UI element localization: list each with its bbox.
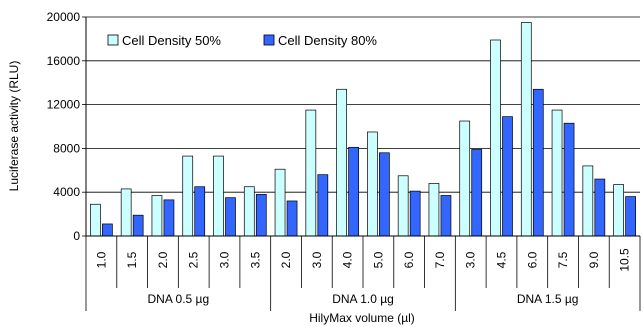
bar-series-1-8: [305, 109, 317, 237]
x-tick-label: 10.5: [618, 248, 632, 272]
bar-series-2-9: [348, 146, 359, 237]
bar-series-1-5: [213, 155, 224, 237]
bar-series-2-10: [379, 152, 390, 237]
y-tick-label: 0: [73, 229, 80, 243]
x-tick-label: 3.0: [464, 251, 478, 268]
bar-series-1-2: [120, 188, 132, 237]
bar-series-1-10: [367, 131, 378, 237]
x-tick-label: 3.0: [218, 251, 232, 268]
y-tick-label: 20000: [47, 10, 81, 24]
group-label: DNA 1.5 µg: [517, 292, 579, 306]
bar-series-2-2: [132, 214, 144, 237]
bar-series-1-4: [182, 155, 194, 237]
bar-series-2-16: [563, 122, 575, 237]
bar-series-2-13: [471, 149, 483, 237]
bar-series-1-7: [274, 168, 286, 237]
x-tick-label: 7.0: [433, 251, 447, 268]
bar-series-2-8: [317, 174, 329, 237]
y-tick-label: 8000: [53, 141, 80, 155]
x-tick-label: 2.5: [187, 251, 201, 268]
bar-series-1-18: [613, 184, 624, 237]
group-labels: DNA 0.5 µg DNA 1.0 µg DNA 1.5 µg: [148, 292, 579, 306]
x-tick-label: 1.0: [94, 251, 108, 268]
bar-series-2-7: [286, 200, 298, 237]
bar-series-1-16: [551, 109, 563, 237]
x-axis-title: HilyMax volume (µl): [309, 311, 415, 325]
bar-series-1-3: [151, 195, 163, 237]
bar-series-1-11: [397, 175, 409, 237]
bar-series-2-5: [225, 197, 236, 237]
bar-series-2-1: [102, 223, 113, 237]
y-axis-title: Luciferase activity (RLU): [7, 61, 21, 192]
axes: [82, 16, 641, 311]
x-tick-label: 5.0: [371, 251, 385, 268]
bar-series-2-15: [532, 88, 544, 237]
x-tick-label: 6.0: [402, 251, 416, 268]
group-label: DNA 1.0 µg: [332, 292, 394, 306]
x-tick-label: 4.5: [495, 251, 509, 268]
legend-label-series-1: Cell Density 50%: [122, 33, 221, 48]
bar-series-2-11: [409, 190, 421, 237]
bar-series-1-13: [459, 120, 471, 237]
legend-swatch-series-1: [107, 34, 119, 46]
y-tick-labels: 0 4000 8000 12000 16000 20000: [47, 10, 81, 243]
group-label: DNA 0.5 µg: [148, 292, 210, 306]
bar-series-2-6: [255, 194, 267, 237]
legend: Cell Density 50% Cell Density 80%: [107, 33, 377, 48]
x-tick-label: 2.0: [279, 251, 293, 268]
x-tick-label: 3.5: [248, 251, 262, 268]
bar-series-2-3: [163, 199, 175, 237]
x-tick-label: 2.0: [156, 251, 170, 268]
bar-series-1-9: [336, 88, 347, 237]
bar-series-2-12: [440, 195, 452, 237]
bar-series-2-17: [594, 178, 606, 237]
y-tick-label: 16000: [47, 54, 81, 68]
bar-series-1-12: [428, 183, 440, 237]
bar-series-2-14: [502, 116, 513, 237]
x-tick-labels: 1.0 1.5 2.0 2.5 3.0 3.5 2.0 3.0 4.0 5.0 6.0 7.0 3.0 4…: [94, 248, 631, 272]
y-tick-label: 12000: [47, 98, 81, 112]
x-tick-label: 9.0: [587, 251, 601, 268]
bar-series-2-18: [625, 196, 636, 237]
bars: [90, 22, 636, 237]
x-tick-label: 4.0: [341, 251, 355, 268]
x-tick-label: 6.0: [525, 251, 539, 268]
bar-series-1-1: [90, 203, 101, 237]
y-tick-label: 4000: [53, 185, 80, 199]
bar-series-2-4: [194, 186, 206, 237]
x-tick-label: 7.5: [556, 251, 570, 268]
x-tick-label: 1.5: [125, 251, 139, 268]
bar-series-1-14: [490, 39, 501, 237]
bar-series-1-6: [243, 186, 255, 237]
bar-series-1-15: [520, 22, 532, 237]
legend-swatch-series-2: [263, 34, 275, 46]
legend-label-series-2: Cell Density 80%: [278, 33, 377, 48]
bar-series-1-17: [582, 165, 594, 237]
x-tick-label: 3.0: [310, 251, 324, 268]
